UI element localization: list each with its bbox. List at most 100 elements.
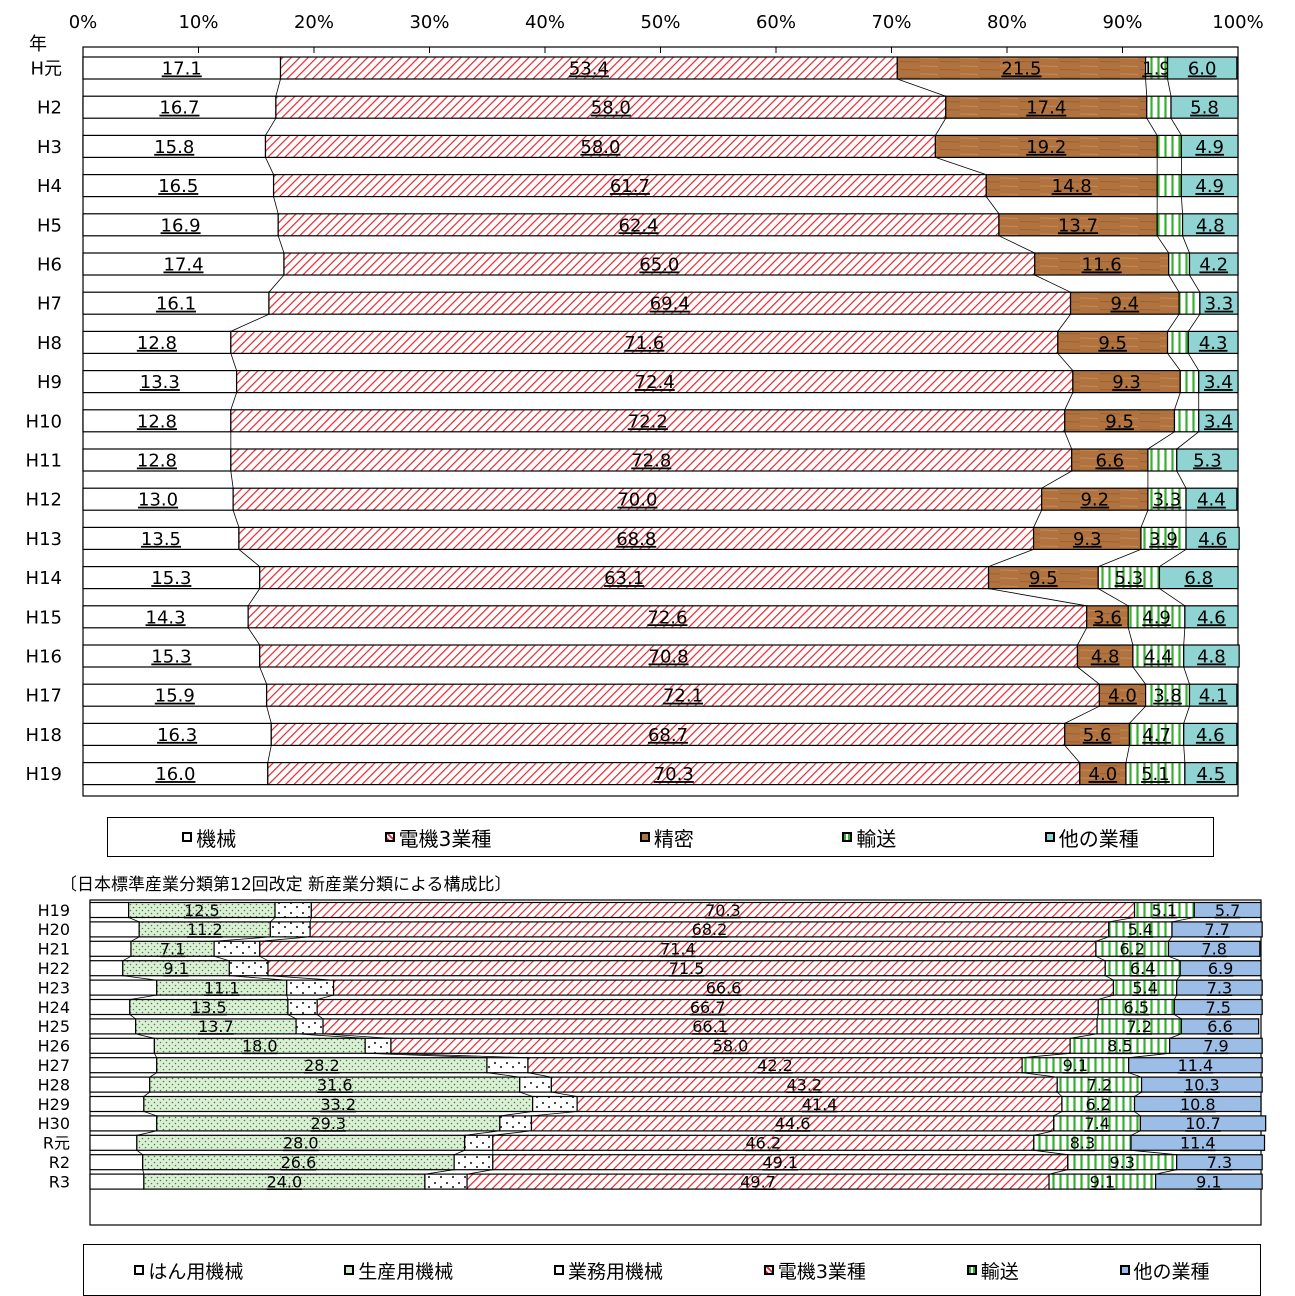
chart-2-series-line-3-11 — [1033, 1130, 1054, 1136]
chart-1-label-series-0-16: 15.9 — [155, 686, 195, 707]
chart-1-label-series-4-15: 4.8 — [1197, 646, 1226, 667]
chart-1-label-series-4-4: 4.8 — [1196, 215, 1225, 236]
chart-1-label-series-1-15: 70.8 — [649, 646, 689, 667]
chart-1-label-series-4-11: 4.4 — [1197, 490, 1226, 511]
chart-1-label-series-1-17: 68.7 — [648, 725, 688, 746]
chart-1-label-series-4-16: 4.1 — [1199, 686, 1228, 707]
chart-1-series-line-3-1 — [1170, 117, 1182, 136]
legend-swatch-other — [1044, 832, 1055, 842]
chart-2-series-line-1-2 — [214, 955, 230, 962]
chart-1-label-series-2-0: 21.5 — [1001, 58, 1041, 79]
chart-1-x-tick-label-6: 60% — [756, 12, 796, 33]
chart-1-bar-series-3-9 — [1173, 409, 1200, 433]
chart-1-series-line-3-10 — [1176, 470, 1187, 489]
chart-1-bar-series-4-16 — [1188, 683, 1238, 707]
chart-2-label-series-3-14: 49.7 — [740, 1172, 776, 1191]
chart-2-bar-series-5-6 — [1180, 1018, 1260, 1035]
legend-swatch-electrical-2 — [763, 1265, 774, 1275]
chart-2-label-series-5-0: 5.7 — [1215, 901, 1240, 920]
chart-2-label-series-5-9: 10.3 — [1184, 1075, 1220, 1094]
chart-2-bar-series-5-5 — [1173, 998, 1263, 1016]
chart-1-category-label-7: H8 — [37, 333, 62, 354]
chart-1-group: 0% 10% 20% 30% 40% 50% 60% 70% 80% 90% 100% 年 17.1 53… — [26, 12, 1264, 797]
chart-2-label-series-3-6: 66.1 — [692, 1017, 728, 1036]
chart-2-series-line-1-9 — [519, 1091, 533, 1097]
chart-1-series-line-0-3 — [273, 196, 279, 214]
chart-1-x-tick-label-4: 40% — [525, 12, 565, 33]
chart-2-label-series-3-13: 49.1 — [762, 1153, 798, 1172]
chart-1-label-series-1-14: 72.6 — [647, 607, 687, 628]
legend-item-transport-2: 輸送 — [966, 1257, 1019, 1284]
chart-1-series-line-3-13 — [1159, 588, 1186, 607]
legend-swatch-precision — [639, 832, 650, 842]
legend-label-business: 業務用機械 — [568, 1260, 664, 1283]
chart-1-bar-series-4-10 — [1176, 448, 1239, 472]
chart-2-bar-series-2-11 — [499, 1115, 533, 1132]
chart-1-label-series-4-17: 4.6 — [1196, 725, 1225, 746]
chart-2-category-label-3: H22 — [38, 959, 70, 978]
chart-2-label-series-5-13: 7.3 — [1207, 1153, 1232, 1172]
chart-1-series-line-0-0 — [275, 78, 281, 97]
chart-2-bar-series-0-0 — [89, 901, 130, 919]
chart-1-series-line-2-13 — [1098, 588, 1129, 607]
legend-swatch-business — [554, 1265, 565, 1275]
legend-item-other-2: 他の業種 — [1119, 1257, 1210, 1284]
chart-2-series-line-1-4 — [286, 994, 289, 1000]
chart-1-label-series-0-7: 12.8 — [137, 333, 177, 354]
chart-2-label-series-4-4: 5.4 — [1132, 978, 1157, 997]
chart-1-label-series-0-12: 13.5 — [141, 529, 181, 550]
chart-1-label-series-2-9: 9.5 — [1105, 411, 1134, 432]
chart-2-category-label-10: H29 — [38, 1095, 70, 1114]
chart-1-label-series-4-2: 4.9 — [1195, 137, 1224, 158]
legend-item-electrical-2: 電機3業種 — [763, 1257, 866, 1284]
legend-swatch-electrical — [384, 832, 395, 842]
chart-2-series-line-0-6 — [135, 1033, 155, 1039]
chart-2-label-series-1-6: 13.7 — [198, 1017, 234, 1036]
chart-2-label-series-5-4: 7.3 — [1207, 978, 1232, 997]
chart-1-label-series-1-2: 58.0 — [580, 137, 620, 158]
chart-2-series-line-1-13 — [424, 1169, 455, 1175]
chart-2-label-series-3-4: 66.6 — [706, 978, 742, 997]
chart-2-series-line-2-7 — [390, 1052, 528, 1059]
chart-1-label-series-3-15: 4.4 — [1144, 646, 1173, 667]
chart-2-label-series-4-10: 6.2 — [1086, 1095, 1111, 1114]
chart-1-label-series-0-0: 17.1 — [162, 58, 202, 79]
legend-label-precision: 精密 — [653, 826, 694, 851]
chart-1-series-line-3-12 — [1159, 549, 1187, 567]
chart-1-label-series-4-3: 4.9 — [1195, 176, 1224, 197]
chart-1-label-series-3-16: 3.8 — [1153, 686, 1182, 707]
chart-1-series-line-2-8 — [1174, 392, 1181, 410]
chart-1-category-label-15: H16 — [26, 646, 62, 667]
chart-2-bar-series-2-7 — [364, 1037, 392, 1054]
chart-1-series-line-3-14 — [1183, 627, 1186, 646]
chart-1-series-line-2-5 — [1168, 274, 1180, 293]
chart-1-label-series-4-9: 3.4 — [1204, 411, 1233, 432]
chart-1-label-series-1-5: 65.0 — [639, 254, 679, 275]
chart-1-category-label-17: H18 — [26, 725, 62, 746]
chart-2-label-series-5-8: 11.4 — [1178, 1056, 1214, 1075]
chart-2-label-series-1-9: 31.6 — [317, 1075, 353, 1094]
chart-2-bar-series-0-11 — [89, 1115, 158, 1132]
chart-2-legend: はん用機械 生産用機械 業務用機械 電機3業種 輸送 他の業種 — [83, 1244, 1261, 1296]
chart-1-bar-series-4-18 — [1184, 761, 1238, 786]
chart-1-label-series-0-18: 16.0 — [155, 764, 195, 785]
chart-1-series-line-0-13 — [247, 588, 261, 607]
chart-1-label-series-1-4: 62.4 — [619, 215, 659, 236]
chart-2-bar-series-0-8 — [89, 1057, 158, 1074]
chart-2-series-line-2-6 — [323, 1033, 391, 1039]
chart-2-label-series-4-11: 7.4 — [1084, 1114, 1109, 1133]
chart-1-bar-series-4-5 — [1188, 252, 1239, 276]
chart-2-category-label-6: H25 — [38, 1017, 70, 1036]
chart-2-label-series-1-8: 28.2 — [304, 1056, 340, 1075]
chart-2-bar-series-5-12 — [1130, 1134, 1266, 1151]
chart-1-label-series-4-6: 3.3 — [1205, 294, 1234, 315]
chart-1-category-label-13: H14 — [26, 568, 62, 589]
chart-1-label-series-2-8: 9.3 — [1112, 372, 1141, 393]
chart-2-series-line-4-11 — [1130, 1130, 1141, 1136]
chart-1-series-line-1-6 — [1057, 313, 1071, 332]
chart-1-y-axis-title: 年 — [29, 34, 47, 55]
chart-2-bar-series-0-10 — [89, 1095, 145, 1113]
chart-2-bar-series-5-9 — [1140, 1076, 1263, 1093]
chart-2-label-series-4-0: 5.1 — [1152, 901, 1177, 920]
chart-1-category-label-4: H5 — [37, 215, 62, 236]
